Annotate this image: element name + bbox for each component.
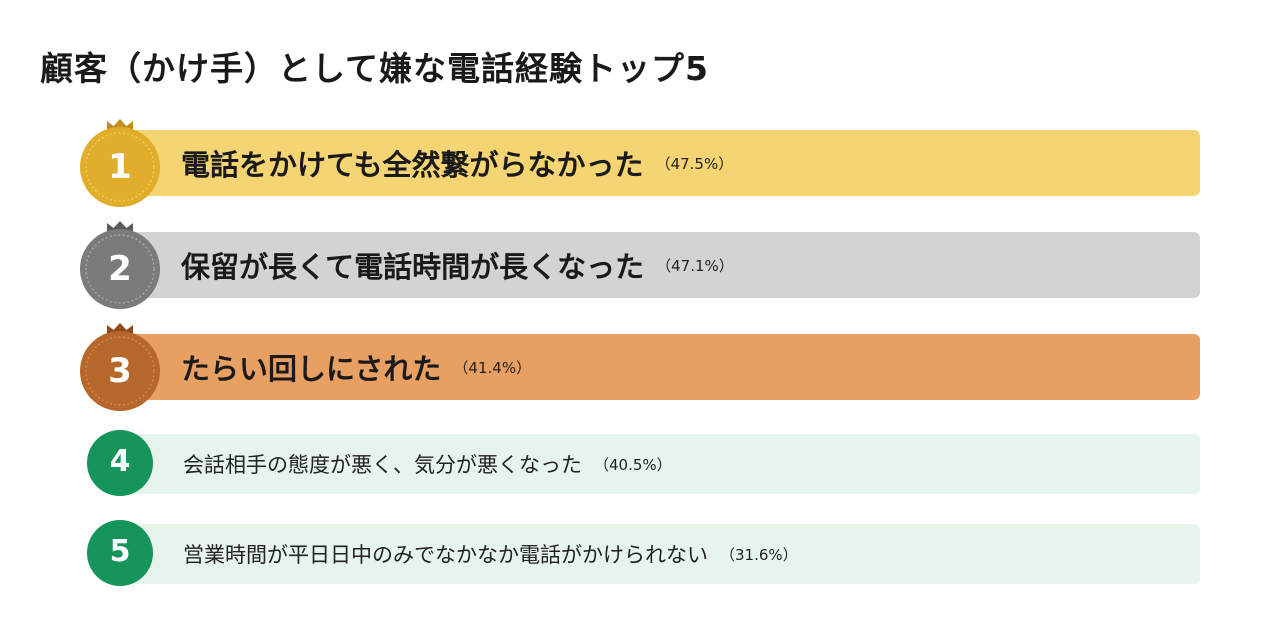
rank-circle-icon: 4 bbox=[87, 430, 153, 496]
rank-percent-1: （47.5%） bbox=[655, 154, 734, 173]
rank-label-3: たらい回しにされた bbox=[181, 352, 442, 386]
rank-bar-5: 営業時間が平日日中のみでなかなか電話がかけられない （31.6%） bbox=[110, 524, 1200, 584]
medal-disc bbox=[80, 331, 160, 411]
rank-percent-3: （41.4%） bbox=[453, 358, 532, 377]
page-title: 顧客（かけ手）として嫌な電話経験トップ5 bbox=[40, 49, 709, 88]
rank-number-3: 3 bbox=[108, 351, 132, 391]
medal-disc bbox=[80, 229, 160, 309]
rank-label-4: 会話相手の態度が悪く、気分が悪くなった bbox=[183, 453, 582, 477]
rank-label-2: 保留が長くて電話時間が長くなった bbox=[181, 250, 645, 284]
medal-graphic-1 bbox=[80, 119, 160, 207]
rank-bar-1: 電話をかけても全然繋がらなかった （47.5%） bbox=[110, 130, 1200, 196]
medal-rim bbox=[85, 132, 155, 202]
rank-number-4: 4 bbox=[109, 444, 131, 479]
gold-medal-icon: 1 bbox=[79, 118, 161, 208]
rank-bar-3: たらい回しにされた （41.4%） bbox=[110, 334, 1200, 400]
rank-percent-2: （47.1%） bbox=[656, 256, 734, 275]
medal-rim bbox=[85, 336, 155, 406]
circle-graphic-5 bbox=[87, 520, 153, 586]
rank-label-5: 営業時間が平日日中のみでなかなか電話がかけられない bbox=[183, 543, 708, 567]
bronze-medal-icon: 3 bbox=[79, 322, 161, 412]
medal-rim bbox=[85, 234, 155, 304]
circle-graphic-4 bbox=[87, 430, 153, 496]
rank-circle bbox=[87, 520, 153, 586]
rank-percent-4: （40.5%） bbox=[594, 455, 672, 474]
rank-circle-icon: 5 bbox=[87, 520, 153, 586]
rank-bar-2: 保留が長くて電話時間が長くなった （47.1%） bbox=[110, 232, 1200, 298]
medal-graphic-3 bbox=[80, 323, 160, 411]
silver-medal-icon: 2 bbox=[79, 220, 161, 310]
rank-label-1: 電話をかけても全然繋がらなかった bbox=[181, 148, 644, 182]
rank-number-2: 2 bbox=[108, 249, 132, 289]
rank-number-1: 1 bbox=[108, 147, 132, 187]
rank-percent-5: （31.6%） bbox=[720, 545, 798, 564]
medal-graphic-2 bbox=[80, 221, 160, 309]
rank-bar-4: 会話相手の態度が悪く、気分が悪くなった （40.5%） bbox=[110, 434, 1200, 494]
rank-number-5: 5 bbox=[109, 534, 131, 569]
medal-disc bbox=[80, 127, 160, 207]
rank-circle bbox=[87, 430, 153, 496]
